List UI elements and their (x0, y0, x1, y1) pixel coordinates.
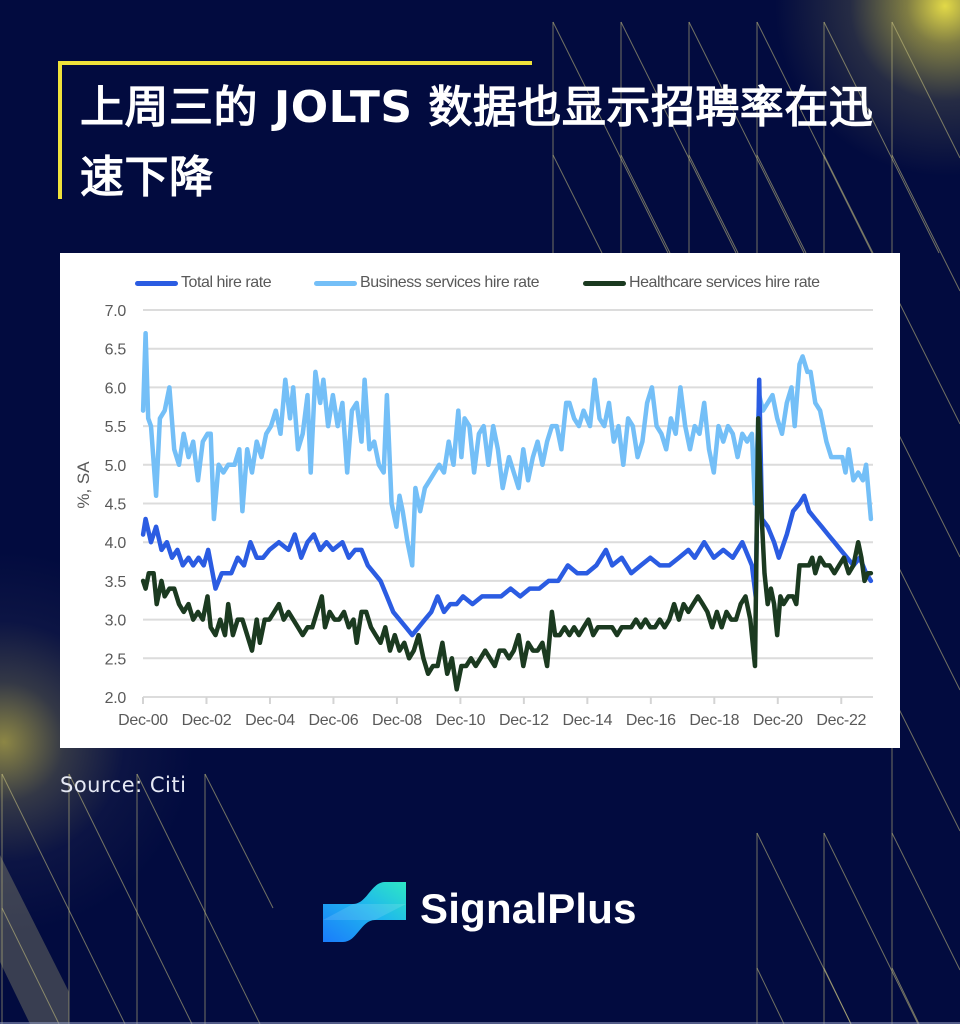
legend-item-business-services: Business services hire rate (314, 273, 539, 293)
x-tick-label: Dec-10 (436, 712, 486, 729)
legend-item-healthcare-services: Healthcare services hire rate (583, 273, 820, 293)
x-tick-label: Dec-08 (372, 712, 422, 729)
x-tick-label: Dec-06 (309, 712, 359, 729)
x-tick-label: Dec-14 (562, 712, 612, 729)
chart-panel: Total hire rate Business services hire r… (60, 253, 900, 748)
y-tick-label: 7.0 (105, 303, 127, 320)
y-tick-label: 4.5 (105, 497, 127, 514)
legend-swatch-business (314, 280, 357, 286)
y-tick-label: 2.0 (105, 690, 127, 707)
business-services-hire-rate-line (140, 330, 874, 568)
legend-swatch-healthcare (583, 280, 626, 286)
x-tick-label: Dec-12 (499, 712, 549, 729)
legend-label: Healthcare services hire rate (629, 274, 820, 291)
legend-label: Business services hire rate (360, 274, 540, 291)
healthcare-services-hire-rate-line (140, 416, 874, 692)
brand-wordmark: SignalPlus (420, 885, 637, 932)
title-line-1: 上周三的 JOLTS 数据也显示招聘率在迅 (80, 82, 874, 133)
y-tick-label: 3.0 (105, 613, 127, 630)
line-chart-plot: 2.0 2.5 3.0 3.5 4.0 4.5 5.0 5.5 6.0 6.5 7.0 Dec-00 D… (105, 303, 874, 729)
y-tick-label: 2.5 (105, 651, 127, 668)
y-tick-label: 4.0 (105, 535, 127, 552)
x-tick-label: Dec-20 (753, 712, 803, 729)
x-tick-label: Dec-16 (626, 712, 676, 729)
y-tick-label: 6.0 (105, 380, 127, 397)
y-tick-label: 5.5 (105, 419, 127, 436)
page-title: 上周三的 JOLTS 数据也显示招聘率在迅 速下降 (80, 73, 873, 213)
signalplus-logo-icon (323, 882, 406, 942)
y-tick-label: 5.0 (105, 458, 127, 475)
total-hire-rate-line (140, 377, 874, 638)
x-tick-label: Dec-18 (689, 712, 739, 729)
legend-item-total-hire-rate: Total hire rate (135, 273, 272, 293)
chart-legend: Total hire rate Business services hire r… (60, 273, 900, 293)
source-caption: Source: Citi (60, 773, 187, 797)
x-tick-label: Dec-04 (245, 712, 295, 729)
y-tick-label: 6.5 (105, 342, 127, 359)
legend-label: Total hire rate (181, 274, 272, 291)
y-tick-label: 3.5 (105, 574, 127, 591)
x-tick-label: Dec-02 (182, 712, 232, 729)
x-tick-label: Dec-22 (816, 712, 866, 729)
title-accent-bracket (58, 61, 532, 199)
legend-swatch-total (135, 280, 178, 286)
title-line-2: 速下降 (80, 152, 214, 203)
x-tick-label: Dec-00 (118, 712, 168, 729)
